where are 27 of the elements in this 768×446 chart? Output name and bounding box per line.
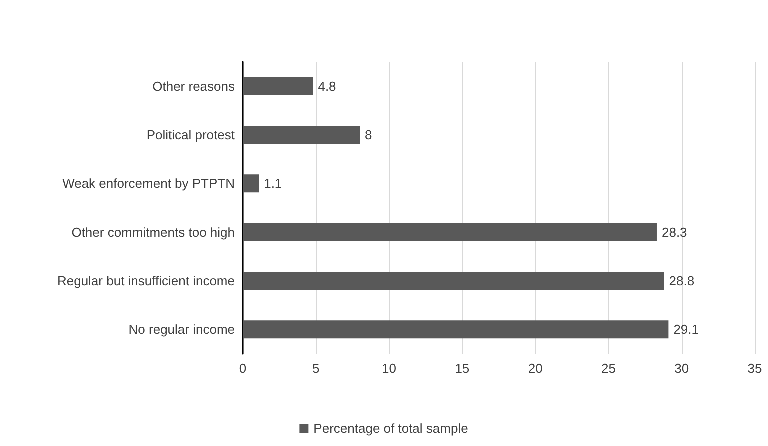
data-label: 28.3 — [662, 224, 688, 240]
x-tick-label: 5 — [312, 361, 320, 376]
y-tick-label: Other reasons — [152, 78, 236, 94]
x-tick-label: 25 — [601, 361, 616, 376]
data-label: 1.1 — [264, 176, 282, 192]
y-tick-label: Other commitments too high — [72, 224, 235, 240]
bar — [243, 174, 260, 193]
bar — [243, 77, 314, 96]
bar — [243, 320, 669, 339]
x-tick-label: 30 — [674, 361, 690, 376]
bar — [243, 223, 657, 242]
y-tick-label: Regular but insufficient income — [57, 274, 235, 288]
data-label: 28.8 — [669, 274, 695, 288]
bar — [243, 126, 360, 144]
y-tick-label: No regular income — [128, 322, 235, 338]
bar — [243, 272, 664, 290]
x-tick-label: 10 — [382, 361, 397, 376]
x-tick-label: 35 — [748, 361, 762, 376]
x-tick-label: 15 — [455, 361, 470, 376]
data-label: 29.1 — [674, 322, 700, 338]
x-tick-label: 0 — [239, 361, 247, 376]
x-tick-label: 20 — [528, 361, 543, 376]
legend-label: Percentage of total sample — [314, 421, 468, 436]
y-tick-label: Political protest — [146, 128, 236, 142]
data-label: 8 — [365, 128, 372, 142]
data-label: 4.8 — [318, 78, 336, 94]
y-tick-label: Weak enforcement by PTPTN — [62, 176, 235, 192]
